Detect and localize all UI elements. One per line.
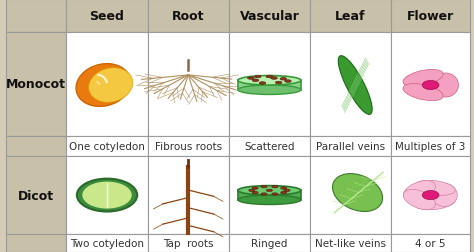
Text: Multiples of 3: Multiples of 3 <box>395 141 466 151</box>
Ellipse shape <box>266 190 273 192</box>
Bar <box>238 191 301 200</box>
Bar <box>147 156 229 234</box>
Bar <box>6 156 66 234</box>
Bar <box>6 136 66 156</box>
Bar <box>391 136 470 156</box>
Text: Two cotyledon: Two cotyledon <box>70 238 144 248</box>
Ellipse shape <box>255 76 261 78</box>
Ellipse shape <box>285 80 291 83</box>
Text: Flower: Flower <box>407 10 454 23</box>
Circle shape <box>82 182 132 209</box>
Circle shape <box>77 179 137 212</box>
Ellipse shape <box>403 84 443 101</box>
Bar <box>147 33 229 136</box>
Bar <box>391 0 470 33</box>
Ellipse shape <box>338 56 372 115</box>
Ellipse shape <box>284 190 290 192</box>
Ellipse shape <box>249 190 255 192</box>
Bar <box>6 234 66 252</box>
Bar <box>229 136 310 156</box>
Text: Scattered: Scattered <box>244 141 295 151</box>
Ellipse shape <box>238 76 301 86</box>
Text: Ringed: Ringed <box>251 238 288 248</box>
Circle shape <box>422 81 439 90</box>
Bar <box>310 136 391 156</box>
Bar <box>391 33 470 136</box>
Ellipse shape <box>238 195 301 205</box>
Ellipse shape <box>415 195 455 210</box>
Ellipse shape <box>238 186 301 195</box>
Text: Net-like veins: Net-like veins <box>315 238 386 248</box>
Ellipse shape <box>432 184 457 207</box>
Text: Parallel veins: Parallel veins <box>316 141 385 151</box>
Ellipse shape <box>261 186 267 188</box>
Ellipse shape <box>271 77 277 80</box>
Ellipse shape <box>409 74 422 97</box>
Bar <box>66 234 147 252</box>
Bar <box>391 234 470 252</box>
Ellipse shape <box>272 186 278 188</box>
Ellipse shape <box>281 187 287 190</box>
Bar <box>310 234 391 252</box>
Text: Fibrous roots: Fibrous roots <box>155 141 222 151</box>
Ellipse shape <box>238 86 301 95</box>
Bar <box>6 33 66 136</box>
Text: Vascular: Vascular <box>239 10 300 23</box>
Bar <box>391 156 470 234</box>
Ellipse shape <box>420 86 456 99</box>
Ellipse shape <box>333 174 383 212</box>
Bar <box>229 0 310 33</box>
Bar <box>310 33 391 136</box>
Ellipse shape <box>280 78 287 81</box>
Circle shape <box>422 191 439 200</box>
Ellipse shape <box>247 77 254 80</box>
Ellipse shape <box>403 181 436 201</box>
Bar <box>66 0 147 33</box>
Bar <box>66 136 147 156</box>
Ellipse shape <box>252 192 258 194</box>
Bar <box>66 156 147 234</box>
Text: Tap  roots: Tap roots <box>163 238 213 248</box>
Bar <box>147 136 229 156</box>
Ellipse shape <box>76 64 130 107</box>
Bar <box>238 81 301 90</box>
Ellipse shape <box>420 72 456 85</box>
Text: Dicot: Dicot <box>18 189 55 202</box>
Text: 4 or 5: 4 or 5 <box>415 238 446 248</box>
Text: One cotyledon: One cotyledon <box>69 141 145 151</box>
Bar <box>147 234 229 252</box>
Text: Seed: Seed <box>90 10 125 23</box>
Bar <box>66 33 147 136</box>
Ellipse shape <box>89 69 133 103</box>
Bar <box>229 33 310 136</box>
Ellipse shape <box>403 190 436 210</box>
Bar <box>229 156 310 234</box>
Ellipse shape <box>433 74 458 98</box>
Ellipse shape <box>275 82 282 84</box>
Text: Monocot: Monocot <box>6 78 66 91</box>
Ellipse shape <box>281 192 287 194</box>
Ellipse shape <box>415 181 455 196</box>
Bar <box>147 0 229 33</box>
Bar <box>310 156 391 234</box>
Ellipse shape <box>252 80 259 82</box>
Ellipse shape <box>252 187 258 190</box>
Ellipse shape <box>272 193 278 195</box>
Bar <box>310 0 391 33</box>
Text: Leaf: Leaf <box>335 10 366 23</box>
Text: Root: Root <box>172 10 204 23</box>
Ellipse shape <box>261 193 267 195</box>
Ellipse shape <box>259 82 266 85</box>
Ellipse shape <box>403 70 443 87</box>
Bar <box>6 0 66 33</box>
Ellipse shape <box>266 76 273 78</box>
Bar <box>229 234 310 252</box>
